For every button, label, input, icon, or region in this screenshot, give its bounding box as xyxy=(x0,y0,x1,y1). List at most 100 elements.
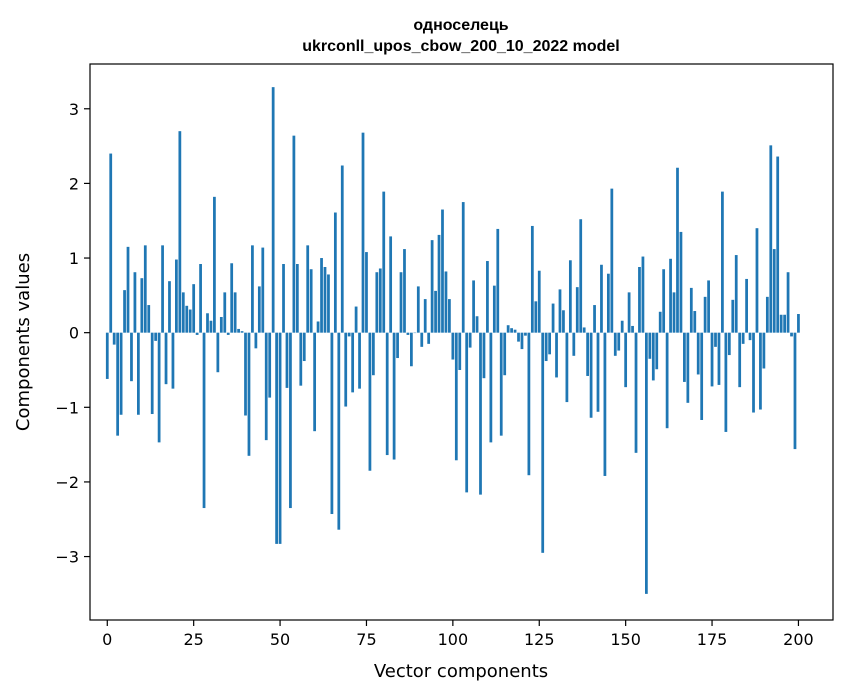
bar xyxy=(503,332,507,376)
bar xyxy=(454,332,458,461)
bar xyxy=(745,278,748,333)
bar xyxy=(544,332,548,362)
bar xyxy=(790,332,793,337)
plot-area-frame xyxy=(89,63,834,621)
bar xyxy=(451,332,455,360)
bar xyxy=(645,332,648,594)
bar xyxy=(479,332,482,495)
bar xyxy=(378,268,382,333)
bar xyxy=(510,328,513,333)
bar xyxy=(206,313,209,333)
bar xyxy=(371,332,375,376)
bar xyxy=(575,287,579,333)
bar xyxy=(448,299,451,333)
x-axis-label: Vector components xyxy=(374,661,548,682)
bar xyxy=(707,280,710,333)
chart-subtitle: ukrconll_upos_cbow_200_10_2022 model xyxy=(302,38,619,55)
bar xyxy=(658,311,662,333)
bar xyxy=(410,332,413,367)
y-tick-label: 1 xyxy=(69,249,79,268)
bar xyxy=(423,299,427,333)
bar xyxy=(137,332,140,415)
bar xyxy=(240,331,244,333)
bar xyxy=(382,191,386,333)
bar xyxy=(793,332,797,450)
bar xyxy=(582,327,586,333)
bar xyxy=(679,231,683,333)
bar xyxy=(772,249,776,333)
bar xyxy=(188,309,192,333)
bar xyxy=(299,332,303,386)
bar xyxy=(482,332,486,379)
bar xyxy=(164,332,168,385)
bar xyxy=(116,332,120,436)
bar xyxy=(748,332,752,341)
bar xyxy=(347,332,351,337)
bar xyxy=(247,332,251,456)
bar xyxy=(603,332,607,476)
bar xyxy=(430,240,434,333)
bar xyxy=(282,264,285,333)
bar xyxy=(797,314,800,333)
bar xyxy=(109,153,113,333)
bar xyxy=(465,332,469,493)
y-tick-label: −1 xyxy=(55,398,79,417)
bar xyxy=(105,332,109,379)
bar xyxy=(765,296,769,333)
bar xyxy=(496,228,500,333)
bar xyxy=(133,272,137,333)
bar xyxy=(168,281,171,333)
bar xyxy=(416,286,420,333)
bar xyxy=(320,258,323,333)
x-tick-label: 150 xyxy=(610,630,641,649)
bar xyxy=(676,167,679,333)
bar xyxy=(306,245,310,333)
bar xyxy=(302,332,306,362)
bar xyxy=(112,332,116,345)
bar xyxy=(779,314,783,333)
bar xyxy=(219,317,223,333)
bar xyxy=(738,332,742,388)
bar xyxy=(351,332,355,393)
x-tick-label: 125 xyxy=(524,630,555,649)
bar xyxy=(624,332,628,388)
bar xyxy=(527,332,531,476)
bar xyxy=(375,272,379,333)
x-tick-label: 50 xyxy=(270,630,290,649)
bar xyxy=(555,332,558,378)
bar xyxy=(683,332,686,382)
y-tick-label: 3 xyxy=(69,100,79,119)
bar xyxy=(392,332,396,460)
bar xyxy=(641,256,645,333)
bar xyxy=(365,252,368,333)
bar xyxy=(731,299,735,333)
bar xyxy=(175,259,178,333)
bar xyxy=(492,285,496,333)
y-tick-label: −3 xyxy=(55,548,79,567)
bar xyxy=(309,269,313,333)
bar xyxy=(406,332,410,335)
bar xyxy=(275,332,278,544)
bar xyxy=(264,332,268,441)
y-tick-label: 0 xyxy=(69,324,79,343)
bar xyxy=(627,292,631,333)
bar xyxy=(634,332,638,453)
bar xyxy=(700,332,704,420)
bar xyxy=(606,273,610,333)
bar xyxy=(195,332,199,335)
bar xyxy=(610,188,614,333)
bar xyxy=(147,305,151,333)
x-tick-label: 100 xyxy=(438,630,469,649)
bar xyxy=(613,332,617,356)
bar xyxy=(727,332,731,356)
bar xyxy=(648,332,652,359)
bar xyxy=(257,286,261,333)
bar xyxy=(752,332,755,413)
bar xyxy=(316,321,320,333)
bar xyxy=(631,325,634,333)
bar xyxy=(157,332,161,443)
bar xyxy=(620,320,624,333)
bar xyxy=(506,325,510,333)
bar xyxy=(562,310,565,333)
